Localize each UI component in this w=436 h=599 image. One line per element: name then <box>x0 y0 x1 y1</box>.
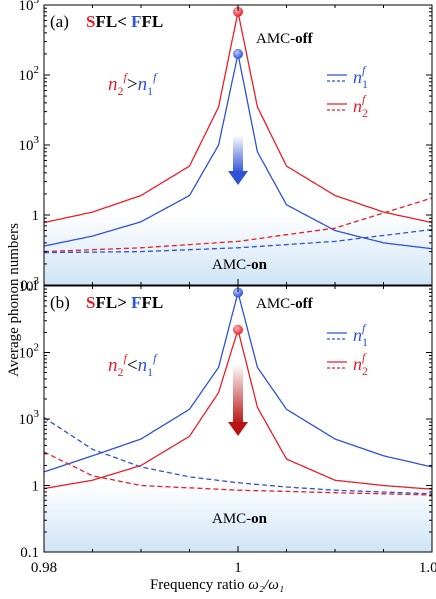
trend-arrow-head <box>228 171 248 185</box>
legend-label: n2f <box>353 350 368 378</box>
series-red-dashed-line <box>43 197 433 253</box>
inequality-label: n2f>n1f <box>108 70 158 98</box>
legend-label: n1f <box>353 63 368 91</box>
legend-label: n1f <box>353 321 368 349</box>
amc-off-label: AMC-off <box>256 296 314 312</box>
y-tick-label: 1 <box>32 208 40 224</box>
y-tick-label: 103 <box>19 0 40 14</box>
trend-arrow-shaft <box>233 364 243 424</box>
y-tick-label: 102 <box>19 64 40 84</box>
x-tick-label: 1.02 <box>419 560 436 576</box>
trend-arrow-head <box>228 422 248 436</box>
series-red-solid-line <box>43 11 433 224</box>
peak-marker-blue <box>233 48 243 59</box>
x-tick-label: 1 <box>234 560 242 576</box>
y-tick-label: 0.1 <box>20 278 39 294</box>
x-tick-label: 0.98 <box>31 560 57 576</box>
series-blue-dashed-line <box>43 417 433 495</box>
legend-label: n2f <box>353 92 368 120</box>
peak-marker-blue <box>233 287 243 298</box>
comparison-title: SFL> FFL <box>86 293 163 312</box>
amc-off-label: AMC-off <box>256 31 314 47</box>
amc-on-label: AMC-on <box>212 257 268 273</box>
peak-marker-red <box>233 6 243 17</box>
amc-on-region <box>44 484 432 552</box>
y-tick-label: 103 <box>19 134 40 154</box>
x-axis-label: Frequency ratio ω₂/ω₁ <box>150 577 284 593</box>
y-tick-label: 1 <box>32 479 40 495</box>
peak-marker-red <box>233 324 243 335</box>
amc-on-label: AMC-on <box>212 511 268 527</box>
panel-a: 0.1 1 103 102 103 (a) SFL< FFL n2f>n1f AMC-off AM… <box>19 0 433 294</box>
panel-label: (b) <box>50 293 70 312</box>
trend-arrow-shaft <box>233 135 243 173</box>
y-tick-label: 0.1 <box>20 545 39 561</box>
panel-label: (a) <box>50 12 69 31</box>
y-axis-label: Average phonon numbers <box>6 223 22 377</box>
series-red-dashed-line <box>43 451 433 496</box>
inequality-label: n2f<n1f <box>108 351 158 379</box>
comparison-title: SFL< FFL <box>86 12 163 31</box>
series-blue-dashed-line <box>44 228 433 254</box>
y-tick-label: 103 <box>19 408 40 428</box>
